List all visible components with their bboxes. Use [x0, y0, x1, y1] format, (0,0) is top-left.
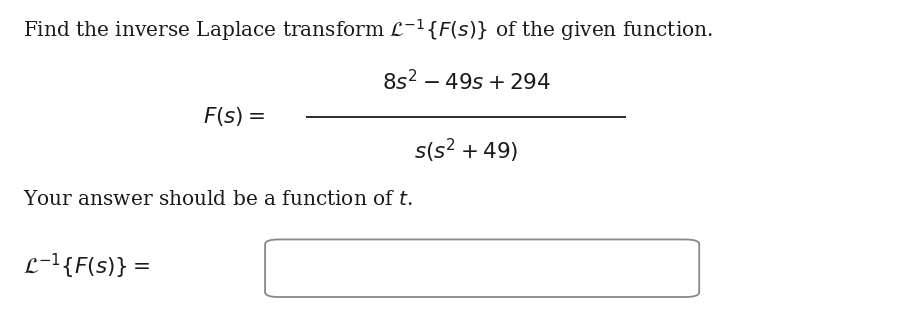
Text: $8s^2 - 49s + 294$: $8s^2 - 49s + 294$ — [382, 70, 550, 95]
Text: Find the inverse Laplace transform $\mathcal{L}^{-1}\{F(s)\}$ of the given funct: Find the inverse Laplace transform $\mat… — [23, 17, 713, 43]
Text: $s(s^2 + 49)$: $s(s^2 + 49)$ — [414, 137, 518, 165]
Text: $\mathcal{L}^{-1}\{F(s)\} =$: $\mathcal{L}^{-1}\{F(s)\} =$ — [23, 251, 151, 281]
Text: $F(s) =$: $F(s) =$ — [203, 105, 265, 128]
Text: Your answer should be a function of $t$.: Your answer should be a function of $t$. — [23, 190, 412, 209]
FancyBboxPatch shape — [265, 239, 699, 297]
